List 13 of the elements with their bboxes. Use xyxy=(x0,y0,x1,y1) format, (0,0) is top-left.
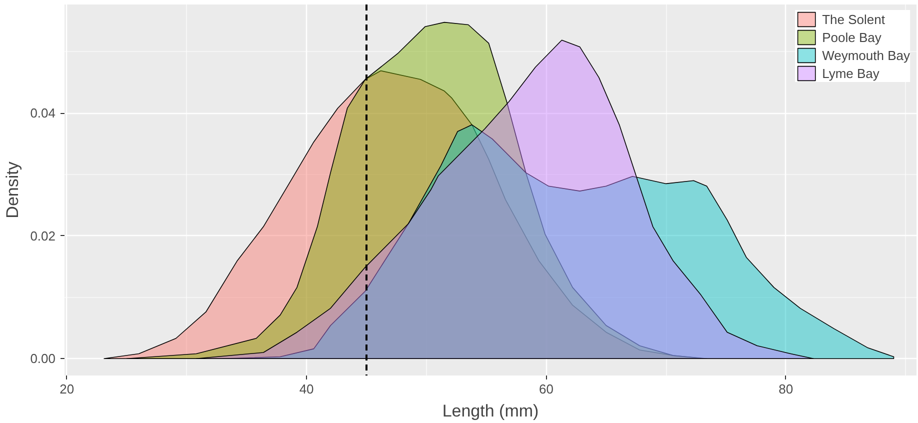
x-axis-title: Length (mm) xyxy=(442,402,539,420)
legend-label: The Solent xyxy=(822,10,885,28)
y-axis-title: Density xyxy=(3,161,22,218)
x-tick-label: 40 xyxy=(299,382,314,396)
x-tick-label: 20 xyxy=(60,382,74,396)
x-tick-label: 60 xyxy=(538,382,554,396)
legend-label: Poole Bay xyxy=(822,28,882,46)
y-tick-label: 0.04 xyxy=(30,106,56,121)
y-tick-label: 0.02 xyxy=(30,228,56,244)
y-tick-label: 0.00 xyxy=(30,351,56,366)
legend-label: Weymouth Bay xyxy=(822,46,910,64)
x-tick-label: 80 xyxy=(778,382,794,396)
legend-label: Lyme Bay xyxy=(822,64,880,82)
